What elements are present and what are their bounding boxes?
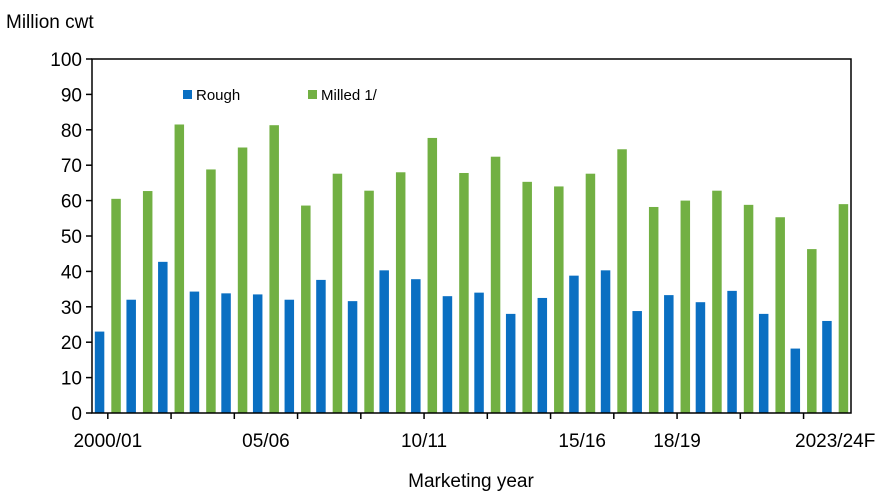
bar-rough-18	[664, 295, 674, 413]
y-tick-label: 0	[71, 404, 82, 425]
x-axis: 2000/01 05/06 10/11 15/16 18/19 2023/24F	[73, 413, 875, 452]
y-tick-label: 60	[61, 192, 82, 213]
bar-rough-8	[347, 301, 358, 413]
y-tick-label: 10	[61, 369, 82, 390]
x-tick-label: 10/11	[401, 431, 447, 452]
bar-rough-19	[695, 302, 706, 413]
bar-milled-1-13	[522, 181, 532, 413]
bar-milled-1-3	[206, 169, 216, 413]
bar-rough-21	[758, 313, 769, 413]
x-tick-label: 2000/01	[73, 431, 142, 452]
y-tick-label: 30	[61, 298, 82, 319]
bar-rough-3	[189, 291, 200, 413]
legend-label: Milled 1/	[321, 87, 378, 104]
legend-swatch	[308, 90, 317, 99]
bar-milled-1-9	[395, 172, 406, 413]
bar-milled-1-18	[680, 200, 691, 413]
y-tick-label: 100	[50, 50, 82, 71]
bar-rough-23	[822, 320, 832, 413]
bar-milled-1-5	[269, 125, 279, 413]
bar-rough-13	[505, 313, 516, 413]
bar-milled-1-1	[142, 191, 153, 413]
bar-milled-1-15	[585, 173, 596, 413]
bar-rough-20	[727, 290, 737, 413]
bar-milled-1-0	[111, 198, 121, 413]
legend-swatch	[183, 90, 192, 99]
bar-milled-1-11	[459, 172, 469, 413]
bar-milled-1-22	[807, 249, 817, 413]
bar-rough-12	[474, 292, 484, 413]
bar-milled-1-4	[237, 147, 248, 413]
bar-rough-2	[158, 261, 168, 413]
bar-rough-14	[537, 297, 548, 413]
bar-rough-10	[411, 279, 421, 413]
bar-rough-1	[126, 299, 136, 413]
legend-label: Rough	[196, 87, 240, 104]
bar-milled-1-14	[554, 186, 564, 413]
bar-rough-0	[94, 331, 105, 413]
bar-rough-11	[442, 296, 453, 413]
bar-milled-1-8	[364, 190, 374, 413]
bar-milled-1-6	[301, 205, 311, 413]
bar-rough-6	[284, 299, 295, 413]
bar-milled-1-20	[743, 204, 754, 413]
bar-milled-1-21	[775, 217, 785, 413]
y-tick-label: 70	[61, 156, 82, 177]
bar-rough-9	[379, 270, 389, 413]
bar-rough-5	[252, 294, 263, 413]
bar-milled-1-2	[174, 124, 185, 414]
bar-milled-1-12	[490, 156, 501, 414]
legend: Rough Milled 1/	[183, 87, 378, 104]
bar-milled-1-23	[838, 204, 849, 413]
bar-milled-1-17	[648, 206, 659, 413]
bar-milled-1-16	[617, 149, 627, 413]
x-axis-title: Marketing year	[408, 471, 534, 492]
bar-rough-22	[790, 348, 801, 413]
y-tick-label: 80	[61, 121, 82, 142]
y-tick-label: 20	[61, 333, 82, 354]
y-tick-label: 90	[61, 85, 82, 106]
x-tick-label: 2023/24F	[795, 431, 875, 452]
x-tick-label: 18/19	[653, 431, 701, 452]
x-tick-label: 15/16	[558, 431, 606, 452]
bar-rough-17	[632, 311, 642, 413]
bar-milled-1-10	[427, 137, 438, 413]
y-tick-label: 50	[61, 227, 82, 248]
bar-rough-7	[316, 279, 326, 413]
x-tick-label: 05/06	[242, 431, 290, 452]
y-axis-title: Million cwt	[6, 12, 94, 33]
y-tick-label: 40	[61, 262, 82, 283]
bar-series-group	[94, 124, 849, 414]
plot-frame	[91, 58, 852, 414]
y-axis: 0 10 20 30 40 50 60 70 80 90 100	[50, 50, 92, 425]
bar-rough-15	[569, 275, 579, 413]
bar-rough-4	[221, 293, 231, 413]
bar-milled-1-19	[712, 190, 722, 413]
bar-milled-1-7	[332, 173, 343, 413]
bar-rough-16	[600, 270, 611, 413]
